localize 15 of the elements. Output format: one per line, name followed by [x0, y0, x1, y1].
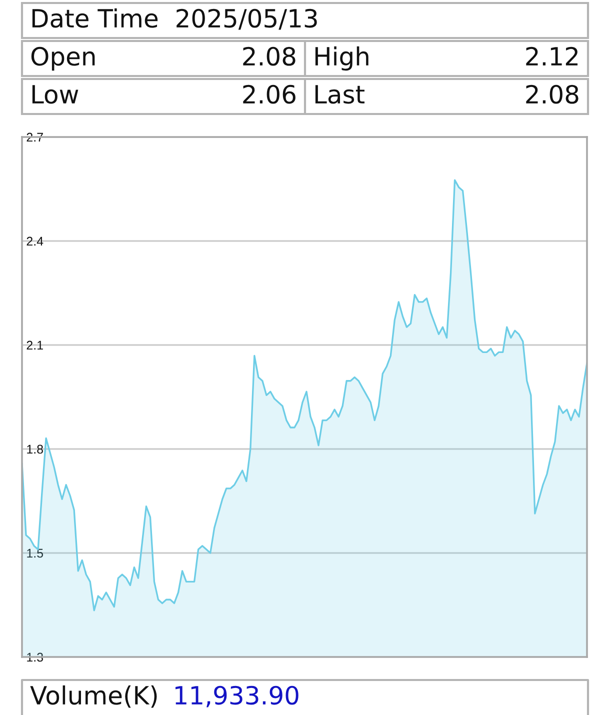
y-tick-label: 1.5 [27, 548, 44, 558]
y-tick-label: 2.1 [26, 340, 43, 350]
text: 2.12 [526, 46, 578, 66]
text: High [315, 46, 368, 71]
text: Date Time 2025/05/13 [32, 8, 317, 30]
text: Last [315, 85, 364, 104]
y-tick-label: 2.4 [26, 236, 44, 246]
text: Open [31, 46, 95, 71]
text: 2.08 [526, 84, 578, 104]
text: Volume(K) [30, 685, 157, 708]
text: Low [32, 85, 78, 104]
text: 2.06 [243, 84, 296, 104]
text: 2.08 [243, 46, 296, 66]
y-tick-label: 1.8 [27, 444, 43, 454]
text: 11,933.90 [176, 686, 298, 708]
